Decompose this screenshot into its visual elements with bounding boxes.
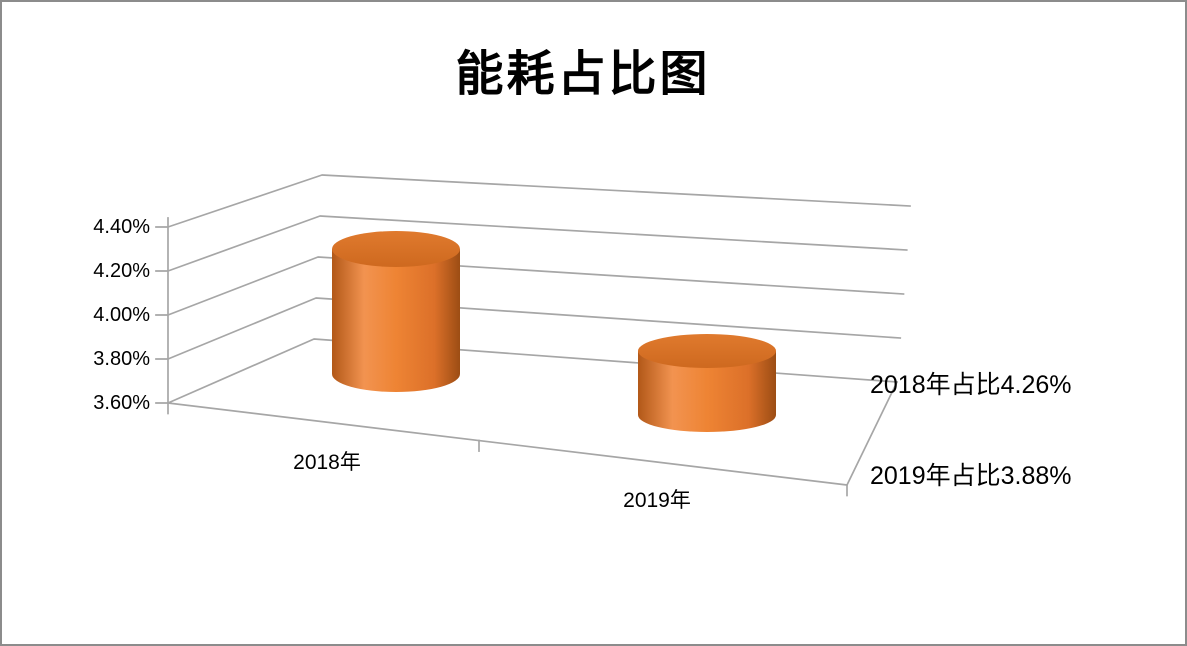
gridline: [155, 174, 911, 228]
y-axis-tick-label: 4.00%: [93, 304, 150, 326]
y-axis-tick-label: 3.80%: [93, 348, 150, 370]
gridline: [155, 256, 905, 316]
gridlines-and-walls: [155, 174, 911, 497]
gridline: [155, 338, 898, 404]
x-axis-category-label-2018: 2018年: [293, 451, 361, 474]
gridline: [155, 297, 902, 360]
floor-edge: [167, 380, 899, 486]
data-label-2019: 2019年占比3.88%: [870, 462, 1072, 490]
bar-cylinder-side-2018年: [332, 248, 460, 392]
data-label-2018: 2018年占比4.26%: [870, 371, 1072, 399]
cylinder-bars: [332, 230, 776, 432]
bar-cylinder-side-2019年: [638, 350, 776, 432]
gridline: [155, 215, 908, 272]
y-axis-tick-label: 4.20%: [93, 260, 150, 282]
bar-cylinder-top-2019年: [638, 333, 776, 368]
bar-cylinder-top-2018年: [332, 230, 460, 267]
y-axis-tick-label: 3.60%: [93, 392, 150, 414]
chart-title: 能耗占比图: [455, 48, 711, 101]
y-axis-tick-label: 4.40%: [93, 216, 150, 238]
x-axis-category-label-2019: 2019年: [623, 489, 691, 512]
